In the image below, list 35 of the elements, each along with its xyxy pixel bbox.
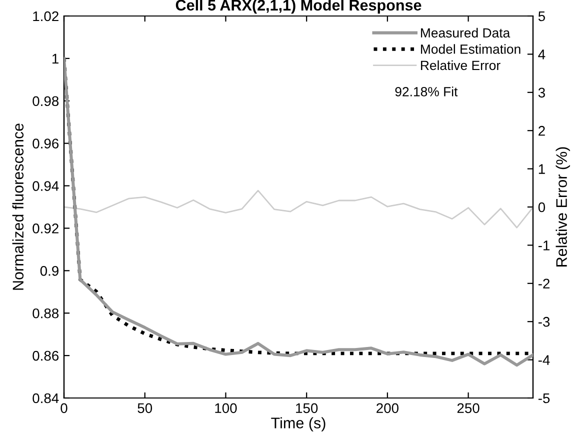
x-tick-label: 150	[296, 403, 318, 414]
y-tick-label: 0.96	[32, 138, 59, 149]
y-axis-title: Normalized fluorescence	[12, 124, 24, 290]
y2-tick-label: 3	[538, 88, 545, 98]
y2-tick-label: -2	[538, 278, 550, 288]
y-tick-label: 0.86	[32, 350, 59, 361]
y2-tick-label: 4	[538, 50, 546, 60]
y-tick-label: 0.84	[32, 393, 59, 404]
annotation: 92.18% Fit	[395, 86, 458, 96]
x-tick-label: 100	[215, 403, 237, 414]
y2-tick-label: -5	[538, 393, 550, 404]
y2-tick-label: 2	[538, 126, 545, 136]
x-tick-label: 0	[60, 403, 68, 414]
y2-tick-label: -4	[538, 355, 550, 365]
line-series	[64, 190, 533, 228]
y2-tick-label: -3	[538, 316, 550, 327]
y-tick-label: 0.98	[32, 96, 59, 106]
y-tick-label: 1	[52, 54, 58, 64]
y2-tick-label: 0	[538, 202, 546, 212]
x-tick-label: 50	[138, 403, 152, 414]
y2-tick-label: -1	[538, 240, 550, 250]
legend-label: Relative Error	[421, 60, 500, 70]
y-tick-label: 0.9	[40, 266, 58, 276]
y2-tick-label: 1	[538, 164, 545, 174]
y2-tick-label: 5	[538, 11, 546, 22]
x-axis-title: Time (s)	[271, 417, 326, 432]
y-tick-label: 0.92	[32, 224, 58, 234]
x-tick-label: 250	[457, 403, 480, 414]
y2-axis-title: Relative Error (%)	[556, 147, 570, 266]
y-tick-label: 0.94	[32, 181, 59, 191]
y-tick-label: 1.02	[33, 11, 58, 22]
legend-label: Model Estimation	[421, 44, 520, 54]
legend-label: Measured Data	[421, 28, 510, 38]
y-tick-label: 0.88	[32, 308, 59, 318]
x-tick-label: 200	[376, 403, 398, 414]
